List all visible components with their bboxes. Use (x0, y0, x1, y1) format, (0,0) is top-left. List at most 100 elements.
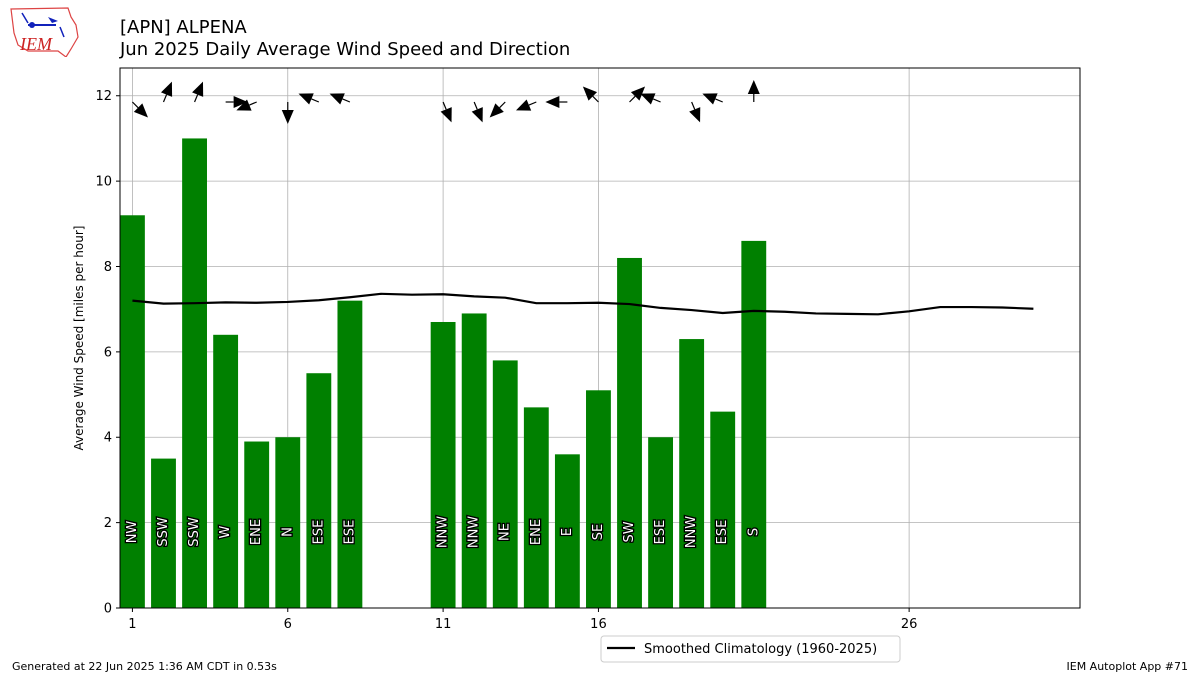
wind-arrow-day-12 (471, 101, 483, 123)
y-tick-label-10: 10 (95, 175, 112, 190)
bar-day-12 (461, 313, 487, 608)
wind-arrow-day-16 (582, 86, 599, 103)
wind-arrow-shaft (652, 98, 661, 103)
wind-arrow-head (133, 103, 148, 118)
y-tick-label-12: 12 (95, 89, 112, 104)
wind-arrow-head (489, 103, 504, 118)
chart-subtitle: Jun 2025 Daily Average Wind Speed and Di… (120, 39, 571, 60)
wind-arrow-day-14 (515, 99, 537, 111)
bar-day-14 (523, 407, 549, 608)
bar-day-13 (492, 360, 518, 608)
bar-day-18 (648, 437, 674, 608)
direction-label-day-14: ENE (529, 519, 544, 545)
wind-arrow-head (440, 107, 452, 123)
wind-arrow-head (545, 96, 560, 108)
wind-arrow-day-7 (298, 93, 320, 105)
wind-arrow-day-21 (747, 80, 760, 102)
direction-label-day-8: ESE (342, 520, 357, 545)
wind-arrow-day-2 (161, 81, 173, 103)
wind-arrow-day-19 (689, 101, 701, 123)
wind-arrow-head (298, 93, 314, 105)
y-tick-label-4: 4 (104, 431, 112, 446)
wind-arrow-head (689, 107, 701, 123)
x-tick-label-16: 16 (590, 617, 607, 632)
wind-arrow-day-8 (329, 93, 351, 105)
x-tick-label-6: 6 (284, 617, 292, 632)
y-tick-label-2: 2 (104, 516, 112, 531)
direction-label-day-2: SSW (156, 517, 171, 547)
x-tick-label-11: 11 (435, 617, 452, 632)
iem-logo-text: IEM (19, 34, 53, 54)
wind-arrow-day-4 (225, 96, 248, 108)
wind-arrow-shaft (132, 101, 139, 109)
wind-arrow-shaft (162, 94, 168, 103)
legend: Smoothed Climatology (1960-2025) (600, 635, 901, 663)
direction-label-day-3: SSW (187, 517, 202, 547)
wind-arrow-head (281, 110, 294, 124)
wind-arrow-day-18 (640, 93, 661, 105)
direction-label-day-4: W (218, 525, 233, 538)
bars (120, 138, 767, 609)
x-tick-label-26: 26 (901, 617, 918, 632)
direction-label-day-12: NNW (467, 516, 482, 548)
direction-label-day-5: ENE (249, 519, 264, 545)
wind-arrow-day-5 (236, 99, 257, 111)
wind-arrow-shaft (691, 101, 696, 110)
bar-day-3 (182, 138, 207, 608)
wind-arrow-day-17 (629, 86, 646, 103)
wind-arrow-shaft (194, 94, 199, 103)
direction-label-day-11: NNW (436, 516, 451, 548)
direction-label-day-1: NW (125, 521, 140, 544)
wind-arrow-head (630, 86, 646, 101)
bar-day-15 (554, 454, 580, 608)
direction-label-day-13: NE (498, 523, 513, 541)
wind-arrow-head (582, 86, 598, 101)
wind-arrow-day-11 (440, 101, 452, 123)
direction-arrows (132, 80, 760, 124)
direction-label-day-18: ESE (653, 520, 668, 545)
bar-day-8 (337, 300, 363, 608)
bar-day-17 (617, 257, 642, 608)
wind-arrow-head (702, 93, 718, 105)
bar-day-6 (275, 437, 301, 608)
wind-arrow-shaft (342, 98, 351, 103)
bar-day-7 (306, 373, 332, 608)
wind-arrow-day-20 (702, 93, 723, 105)
wind-arrow-head (640, 93, 656, 105)
direction-label-day-20: ESE (715, 520, 730, 545)
climatology-layer (132, 292, 1034, 316)
plot-frame (119, 67, 1081, 609)
y-tick-label-8: 8 (104, 260, 112, 275)
wind-arrow-head (236, 99, 252, 111)
bar-day-20 (710, 411, 736, 608)
bar-day-4 (213, 334, 239, 608)
chart-title: [APN] ALPENA (120, 17, 247, 38)
wind-arrow-day-6 (281, 102, 294, 124)
wind-arrow-shaft (311, 98, 320, 103)
bar-day-16 (586, 390, 611, 608)
wind-arrow-head (233, 96, 248, 108)
wind-arrow-day-1 (132, 101, 148, 118)
bar-day-2 (151, 458, 176, 608)
y-tick-label-6: 6 (104, 345, 112, 360)
iem-logo: IEM (8, 5, 80, 61)
wind-arrow-head (471, 107, 483, 123)
direction-label-day-6: N (280, 527, 295, 537)
wind-arrow-head (329, 93, 345, 105)
wind-arrow-day-3 (192, 81, 204, 103)
wind-arrow-shaft (473, 101, 478, 110)
wind-arrow-head (747, 80, 760, 94)
direction-label-day-19: NNW (684, 516, 699, 548)
wind-arrow-day-15 (545, 96, 568, 108)
legend-box (600, 635, 901, 663)
wind-arrow-head (192, 81, 204, 97)
x-tick-label-1: 1 (128, 617, 136, 632)
direction-label-day-15: E (560, 528, 575, 536)
direction-label-day-16: SE (591, 524, 606, 540)
legend-entry-climatology: Smoothed Climatology (1960-2025) (644, 642, 877, 657)
y-axis-label: Average Wind Speed [miles per hour] (72, 226, 86, 451)
wind-arrow-head (515, 99, 532, 111)
wind-arrow-shaft (715, 98, 723, 103)
